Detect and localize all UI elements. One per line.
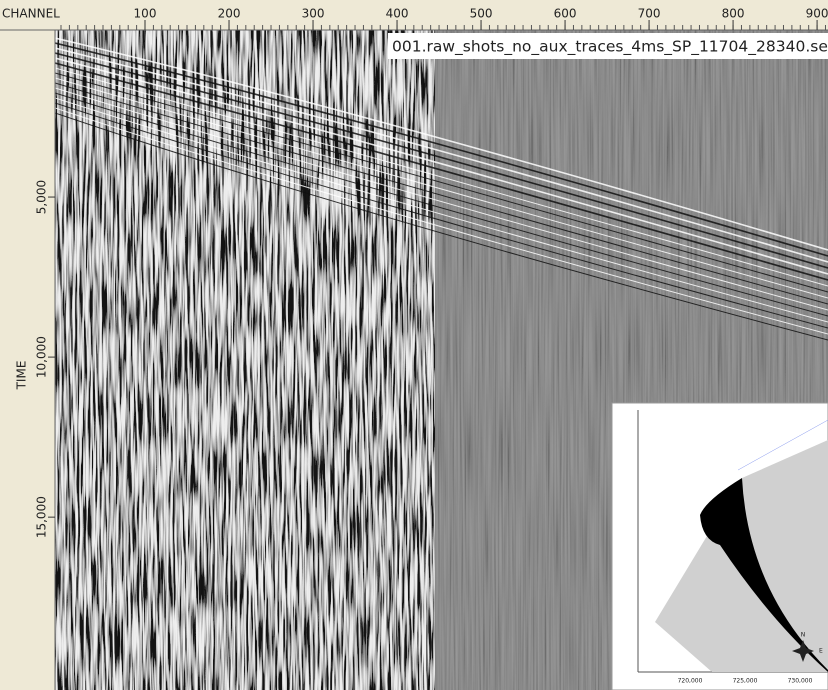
coverage-shape (700, 478, 828, 672)
seismic-section (55, 30, 828, 690)
time-axis-label: TIME (15, 361, 29, 391)
x-tick-label: 800 (722, 7, 745, 21)
event-line (55, 52, 828, 269)
event-line (55, 102, 828, 329)
x-tick-label: 300 (302, 7, 325, 21)
event-line (55, 97, 828, 323)
file-label: 001.raw_shots_no_aux_traces_4ms_SP_11704… (392, 38, 828, 57)
event-line (55, 47, 828, 263)
event-line (55, 72, 828, 293)
event-line (55, 57, 828, 275)
event-line (55, 92, 828, 317)
event-line (55, 77, 828, 299)
x-tick-label: 200 (218, 7, 241, 21)
first-break-events (55, 37, 828, 341)
x-tick-label: 600 (554, 7, 577, 21)
axis-ticks: 100 200 300 400 500 600 700 800 900 5,000 10,000 15… (35, 7, 828, 539)
event-line (55, 37, 828, 251)
event-line (55, 42, 828, 257)
event-line (55, 112, 828, 341)
x-tick-label: 900 (806, 7, 828, 21)
x-tick-label: 700 (638, 7, 661, 21)
x-tick-label: 100 (134, 7, 157, 21)
compass-rose (792, 640, 814, 662)
event-line (55, 107, 828, 335)
file-label-box (388, 33, 828, 59)
inset-x-tick: 720,000 (678, 678, 703, 685)
inset-x-tick: 730,000 (788, 678, 813, 685)
noisy-traces (55, 30, 435, 690)
y-tick-label: 5,000 (35, 180, 49, 214)
channel-axis-label: CHANNEL (2, 7, 60, 21)
inset-x-tick: 725,000 (733, 678, 758, 685)
compass-east: E (819, 648, 823, 655)
y-tick-label: 15,000 (35, 496, 49, 538)
x-tick-label: 400 (386, 7, 409, 21)
map-inset: 720,000 725,000 730,000 N E (611, 402, 828, 690)
time-ruler (0, 30, 55, 690)
event-line (55, 87, 828, 311)
cdp-labels (737, 419, 828, 471)
compass-north: N (801, 632, 806, 639)
event-line (55, 82, 828, 305)
event-line (55, 62, 828, 281)
x-tick-label: 500 (470, 7, 493, 21)
cdp-line (737, 419, 828, 471)
y-tick-label: 10,000 (35, 336, 49, 378)
